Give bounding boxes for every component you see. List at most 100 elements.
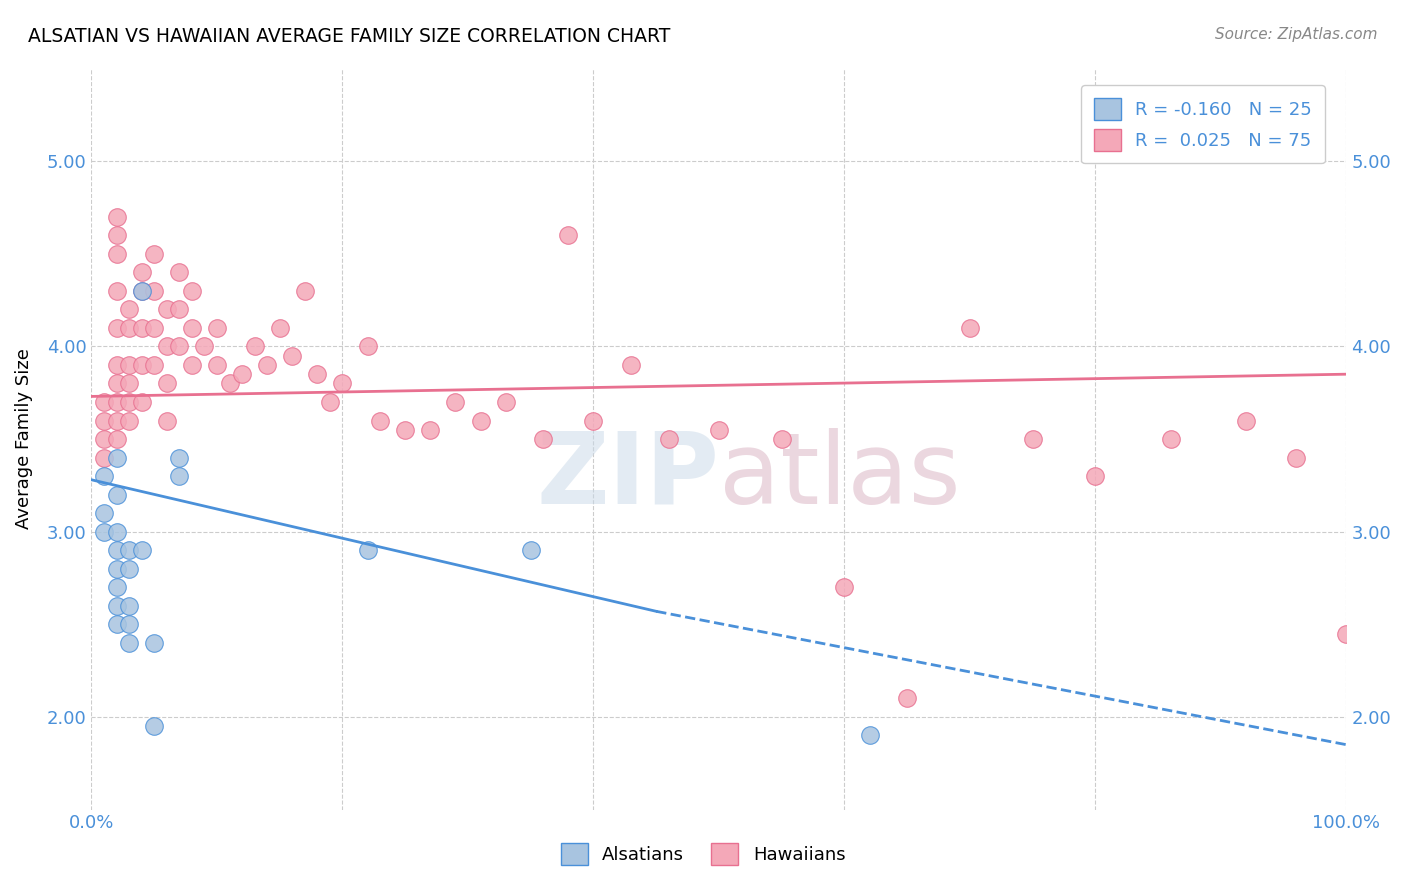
Y-axis label: Average Family Size: Average Family Size bbox=[15, 349, 32, 530]
Point bbox=[131, 358, 153, 372]
Point bbox=[131, 543, 153, 558]
Point bbox=[519, 543, 541, 558]
Point bbox=[307, 367, 329, 381]
Point bbox=[131, 265, 153, 279]
Point bbox=[557, 228, 579, 243]
Point bbox=[294, 284, 316, 298]
Point bbox=[281, 349, 304, 363]
Point bbox=[368, 413, 391, 427]
Point bbox=[180, 284, 202, 298]
Point bbox=[105, 358, 128, 372]
Point bbox=[143, 284, 166, 298]
Point bbox=[319, 395, 342, 409]
Point bbox=[1160, 432, 1182, 446]
Point bbox=[620, 358, 643, 372]
Point bbox=[105, 432, 128, 446]
Point bbox=[143, 358, 166, 372]
Point bbox=[205, 358, 228, 372]
Point bbox=[93, 450, 115, 465]
Point bbox=[118, 321, 141, 335]
Point bbox=[131, 395, 153, 409]
Point bbox=[105, 487, 128, 501]
Point bbox=[495, 395, 517, 409]
Point bbox=[118, 376, 141, 391]
Point bbox=[118, 562, 141, 576]
Point bbox=[118, 617, 141, 632]
Point bbox=[105, 284, 128, 298]
Point bbox=[770, 432, 793, 446]
Point bbox=[356, 339, 378, 353]
Point bbox=[118, 599, 141, 613]
Point bbox=[156, 339, 179, 353]
Point bbox=[658, 432, 681, 446]
Point bbox=[156, 413, 179, 427]
Point bbox=[93, 395, 115, 409]
Legend: R = -0.160   N = 25, R =  0.025   N = 75: R = -0.160 N = 25, R = 0.025 N = 75 bbox=[1081, 85, 1324, 163]
Text: ALSATIAN VS HAWAIIAN AVERAGE FAMILY SIZE CORRELATION CHART: ALSATIAN VS HAWAIIAN AVERAGE FAMILY SIZE… bbox=[28, 27, 671, 45]
Point bbox=[231, 367, 253, 381]
Point bbox=[896, 691, 918, 706]
Point bbox=[169, 265, 191, 279]
Point bbox=[269, 321, 291, 335]
Point bbox=[1234, 413, 1257, 427]
Point bbox=[143, 247, 166, 261]
Text: ZIP: ZIP bbox=[536, 427, 718, 524]
Point bbox=[156, 376, 179, 391]
Point bbox=[105, 617, 128, 632]
Point bbox=[105, 580, 128, 594]
Point bbox=[180, 358, 202, 372]
Point bbox=[105, 210, 128, 224]
Point bbox=[169, 339, 191, 353]
Point bbox=[193, 339, 215, 353]
Point bbox=[256, 358, 278, 372]
Point bbox=[105, 321, 128, 335]
Point bbox=[118, 302, 141, 317]
Point bbox=[858, 728, 880, 742]
Point bbox=[156, 302, 179, 317]
Point bbox=[105, 247, 128, 261]
Point bbox=[105, 228, 128, 243]
Point bbox=[169, 469, 191, 483]
Point bbox=[105, 599, 128, 613]
Point bbox=[444, 395, 467, 409]
Point bbox=[834, 580, 856, 594]
Point bbox=[93, 524, 115, 539]
Point bbox=[1285, 450, 1308, 465]
Point bbox=[118, 543, 141, 558]
Point bbox=[959, 321, 981, 335]
Point bbox=[93, 506, 115, 520]
Point bbox=[243, 339, 266, 353]
Point bbox=[105, 562, 128, 576]
Point bbox=[131, 321, 153, 335]
Point bbox=[470, 413, 492, 427]
Point bbox=[118, 358, 141, 372]
Point bbox=[93, 413, 115, 427]
Point bbox=[93, 432, 115, 446]
Point bbox=[169, 302, 191, 317]
Legend: Alsatians, Hawaiians: Alsatians, Hawaiians bbox=[551, 834, 855, 874]
Point bbox=[143, 636, 166, 650]
Point bbox=[394, 423, 416, 437]
Point bbox=[419, 423, 441, 437]
Point bbox=[531, 432, 554, 446]
Point bbox=[180, 321, 202, 335]
Point bbox=[105, 450, 128, 465]
Point bbox=[118, 395, 141, 409]
Point bbox=[1021, 432, 1043, 446]
Point bbox=[582, 413, 605, 427]
Point bbox=[105, 395, 128, 409]
Point bbox=[131, 284, 153, 298]
Point bbox=[332, 376, 354, 391]
Point bbox=[131, 284, 153, 298]
Point bbox=[105, 543, 128, 558]
Point bbox=[143, 719, 166, 733]
Point bbox=[118, 636, 141, 650]
Point bbox=[93, 469, 115, 483]
Point bbox=[169, 450, 191, 465]
Point bbox=[143, 321, 166, 335]
Text: Source: ZipAtlas.com: Source: ZipAtlas.com bbox=[1215, 27, 1378, 42]
Point bbox=[1084, 469, 1107, 483]
Point bbox=[118, 413, 141, 427]
Point bbox=[105, 524, 128, 539]
Point bbox=[356, 543, 378, 558]
